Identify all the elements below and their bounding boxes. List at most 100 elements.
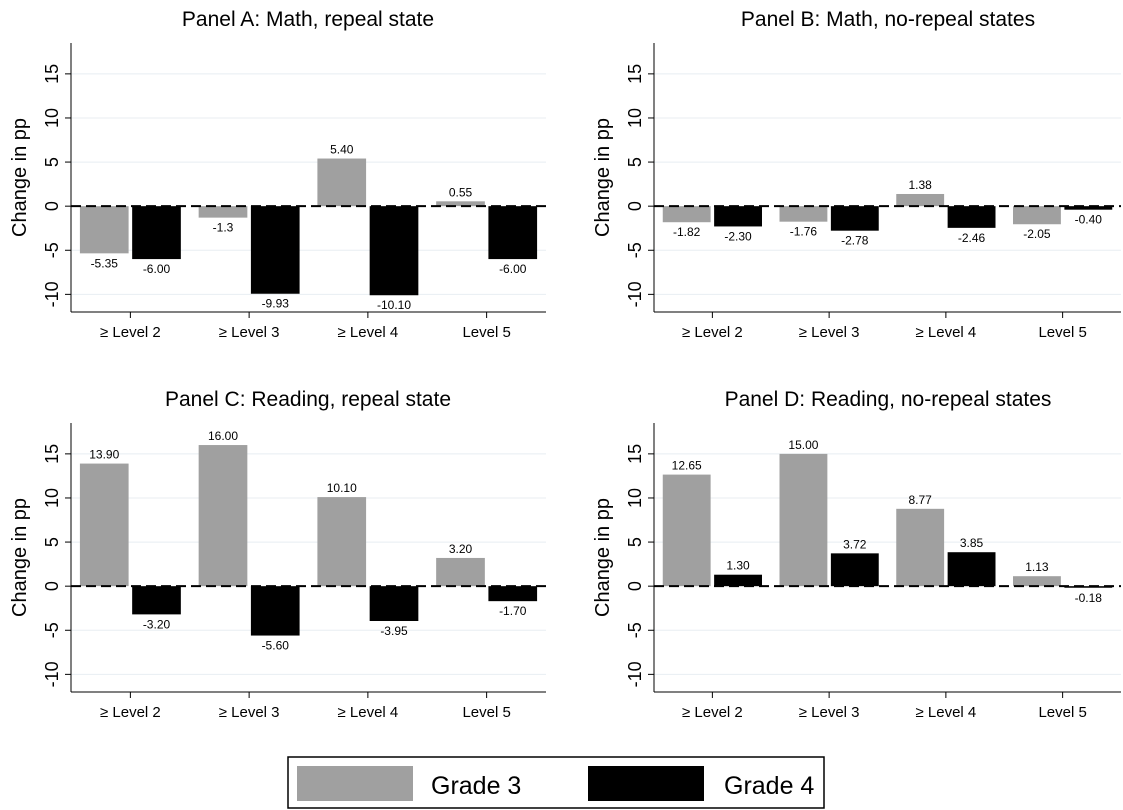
bar-grade-3-ge-level-3 bbox=[779, 453, 828, 587]
y-axis-label: Change in pp bbox=[9, 118, 31, 237]
bar-grade-3-ge-level-2 bbox=[79, 206, 129, 254]
x-tick-label: ≥ Level 4 bbox=[915, 324, 976, 341]
data-label: -6.00 bbox=[499, 262, 527, 276]
bar-grade-4-ge-level-4 bbox=[947, 206, 996, 228]
x-tick-label: ≥ Level 4 bbox=[915, 704, 976, 721]
y-tick-label: 0 bbox=[625, 201, 645, 211]
data-label: -1.76 bbox=[790, 225, 818, 239]
bar-grade-3-level-5 bbox=[436, 201, 485, 207]
bar-grade-4-ge-level-2 bbox=[132, 586, 181, 615]
y-tick-label: 5 bbox=[625, 157, 645, 167]
data-label: 3.20 bbox=[449, 542, 473, 556]
y-tick-label: -5 bbox=[42, 242, 62, 258]
y-tick-label: -5 bbox=[625, 622, 645, 638]
y-tick-label: 10 bbox=[42, 108, 62, 128]
data-label: -10.10 bbox=[377, 298, 411, 312]
data-label: -5.60 bbox=[262, 639, 290, 653]
data-label: -0.18 bbox=[1075, 591, 1103, 605]
data-label: 1.38 bbox=[909, 178, 933, 192]
bar-grade-3-ge-level-2 bbox=[79, 463, 129, 587]
y-tick-label: 10 bbox=[42, 488, 62, 508]
panel-c: Panel C: Reading, repeal state -10 -5 0 5 10 1… bbox=[9, 388, 546, 721]
bar-grade-3-ge-level-4 bbox=[317, 158, 367, 207]
bar-grade-4-level-5 bbox=[488, 206, 538, 260]
data-label: -2.30 bbox=[724, 229, 752, 243]
panel-a: Panel A: Math, repeal state -10 -5 0 5 10 15 Ch… bbox=[9, 8, 546, 341]
data-label: 3.85 bbox=[960, 536, 984, 550]
data-label: -1.3 bbox=[213, 221, 234, 235]
bar-grade-3-ge-level-2 bbox=[662, 474, 711, 587]
y-tick-label: 15 bbox=[625, 444, 645, 464]
y-tick-label: 15 bbox=[625, 64, 645, 84]
data-label: 3.72 bbox=[843, 537, 867, 551]
bar-grade-3-ge-level-3 bbox=[198, 206, 248, 218]
x-tick-label: ≥ Level 3 bbox=[799, 324, 860, 341]
data-label: 8.77 bbox=[909, 493, 933, 507]
data-label: -5.35 bbox=[91, 256, 119, 270]
x-tick-label: ≥ Level 2 bbox=[682, 324, 743, 341]
panel-title: Panel B: Math, no-repeal states bbox=[741, 8, 1035, 31]
panel-b: Panel B: Math, no-repeal states -10 -5 0 5 10… bbox=[592, 8, 1121, 341]
y-tick-label: 15 bbox=[42, 64, 62, 84]
bar-grade-4-ge-level-3 bbox=[830, 553, 879, 587]
y-tick-label: -5 bbox=[625, 242, 645, 258]
bar-grade-3-ge-level-3 bbox=[779, 206, 828, 222]
data-label: 10.10 bbox=[327, 481, 357, 495]
data-label: 16.00 bbox=[208, 429, 238, 443]
data-label: 0.55 bbox=[449, 185, 473, 199]
bar-grade-4-level-5 bbox=[1064, 206, 1113, 210]
bar-grade-4-ge-level-4 bbox=[369, 206, 419, 296]
y-tick-label: 15 bbox=[42, 444, 62, 464]
data-label: -9.93 bbox=[262, 297, 290, 311]
bar-grade-3-ge-level-4 bbox=[317, 497, 367, 587]
y-tick-label: 0 bbox=[625, 581, 645, 591]
bar-grade-4-ge-level-2 bbox=[714, 206, 762, 227]
bar-grade-4-ge-level-3 bbox=[250, 586, 300, 636]
x-tick-label: Level 5 bbox=[1038, 704, 1086, 721]
y-tick-label: 5 bbox=[42, 537, 62, 547]
panel-title: Panel D: Reading, no-repeal states bbox=[725, 388, 1052, 411]
x-tick-label: ≥ Level 3 bbox=[799, 704, 860, 721]
panel-d: Panel D: Reading, no-repeal states -10 -5 0… bbox=[592, 388, 1121, 721]
x-tick-label: ≥ Level 2 bbox=[100, 704, 161, 721]
bar-grade-4-ge-level-4 bbox=[369, 586, 419, 622]
x-tick-label: ≥ Level 2 bbox=[100, 324, 161, 341]
x-tick-label: ≥ Level 2 bbox=[682, 704, 743, 721]
y-tick-label: -10 bbox=[625, 281, 645, 307]
chart-panels: Panel A: Math, repeal state -10 -5 0 5 10 15 Ch… bbox=[9, 8, 1121, 721]
bar-grade-4-ge-level-2 bbox=[714, 574, 762, 587]
y-axis-label: Change in pp bbox=[9, 498, 31, 617]
data-label: -1.70 bbox=[499, 604, 527, 618]
bar-grade-4-ge-level-4 bbox=[947, 552, 996, 587]
data-label: 1.30 bbox=[726, 559, 750, 573]
x-tick-label: ≥ Level 3 bbox=[219, 704, 280, 721]
y-tick-label: 5 bbox=[42, 157, 62, 167]
data-label: 15.00 bbox=[788, 438, 818, 452]
bar-grade-3-level-5 bbox=[1013, 206, 1061, 225]
bar-grade-4-level-5 bbox=[488, 586, 538, 602]
bar-grade-3-ge-level-4 bbox=[896, 508, 945, 587]
data-label: 1.13 bbox=[1025, 560, 1049, 574]
y-tick-label: 0 bbox=[42, 581, 62, 591]
data-label: -2.46 bbox=[958, 231, 986, 245]
x-tick-label: ≥ Level 4 bbox=[337, 704, 398, 721]
x-tick-label: Level 5 bbox=[1038, 324, 1086, 341]
y-tick-label: 10 bbox=[625, 488, 645, 508]
bar-grade-3-level-5 bbox=[1013, 576, 1061, 587]
data-label: -2.05 bbox=[1023, 227, 1051, 241]
data-label: -2.78 bbox=[841, 234, 869, 248]
y-tick-label: 10 bbox=[625, 108, 645, 128]
legend-label-grade-3: Grade 3 bbox=[431, 772, 521, 800]
panel-title: Panel C: Reading, repeal state bbox=[165, 388, 451, 411]
y-tick-label: 0 bbox=[42, 201, 62, 211]
y-tick-label: -10 bbox=[625, 661, 645, 687]
bar-grade-4-ge-level-3 bbox=[250, 206, 300, 294]
bar-grade-3-ge-level-4 bbox=[896, 193, 945, 207]
x-tick-label: Level 5 bbox=[462, 704, 510, 721]
legend-swatch-grade-4 bbox=[588, 766, 704, 801]
y-axis-label: Change in pp bbox=[592, 118, 614, 237]
data-label: -6.00 bbox=[143, 262, 171, 276]
y-axis-label: Change in pp bbox=[592, 498, 614, 617]
bar-grade-3-ge-level-3 bbox=[198, 445, 248, 587]
